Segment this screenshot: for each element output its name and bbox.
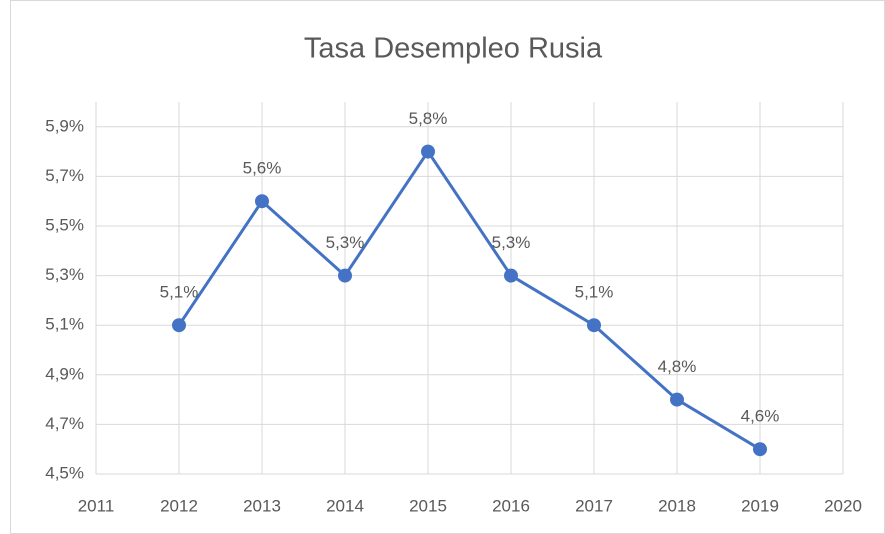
marker bbox=[587, 318, 601, 333]
data-label: 5,1% bbox=[575, 283, 614, 302]
data-label: 5,3% bbox=[326, 233, 365, 252]
x-tick-label: 2020 bbox=[824, 496, 862, 515]
y-tick-label: 5,7% bbox=[45, 166, 84, 185]
data-label: 5,3% bbox=[492, 233, 531, 252]
y-tick-label: 4,5% bbox=[45, 463, 84, 482]
marker bbox=[172, 318, 186, 333]
marker bbox=[670, 392, 684, 407]
x-tick-label: 2015 bbox=[409, 496, 447, 515]
x-tick-label: 2017 bbox=[575, 496, 613, 515]
marker bbox=[255, 194, 269, 209]
y-tick-label: 4,7% bbox=[45, 414, 84, 433]
marker bbox=[421, 144, 435, 159]
x-tick-label: 2016 bbox=[492, 496, 530, 515]
marker bbox=[753, 442, 767, 457]
chart-title: Tasa Desempleo Rusia bbox=[304, 33, 603, 65]
x-tick-label: 2018 bbox=[658, 496, 696, 515]
data-label: 4,8% bbox=[658, 357, 697, 376]
chart-frame bbox=[10, 0, 885, 534]
data-label: 5,8% bbox=[409, 109, 448, 128]
data-label: 5,6% bbox=[243, 159, 282, 178]
x-tick-label: 2012 bbox=[160, 496, 198, 515]
x-tick-label: 2014 bbox=[326, 496, 364, 515]
x-tick-label: 2019 bbox=[741, 496, 779, 515]
y-tick-label: 5,5% bbox=[45, 215, 84, 234]
y-tick-label: 4,9% bbox=[45, 364, 84, 383]
marker bbox=[338, 268, 352, 283]
y-tick-label: 5,1% bbox=[45, 315, 84, 334]
x-tick-label: 2011 bbox=[78, 496, 115, 515]
x-tick-label: 2013 bbox=[243, 496, 281, 515]
data-label: 4,6% bbox=[741, 407, 780, 426]
data-label: 5,1% bbox=[160, 283, 199, 302]
line bbox=[177, 150, 761, 451]
y-tick-label: 5,9% bbox=[45, 116, 84, 135]
marker bbox=[504, 268, 518, 283]
y-tick-label: 5,3% bbox=[45, 265, 84, 284]
